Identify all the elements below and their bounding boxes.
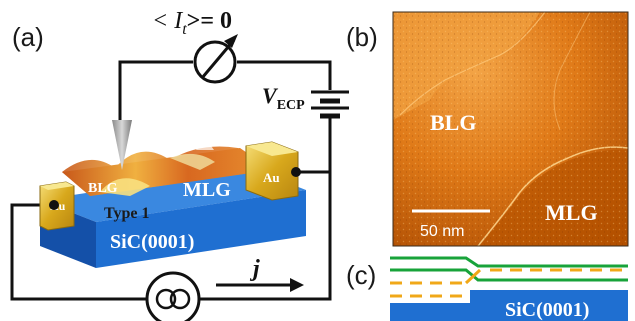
junction-dot <box>49 200 59 210</box>
substrate-step <box>390 290 628 321</box>
region-monolayer-a: MLG <box>183 179 231 201</box>
scale-bar-label: 50 nm <box>420 223 464 240</box>
current-direction-arrow <box>216 278 304 292</box>
wire-left-loop <box>10 203 146 301</box>
region-bilayer-a: BLG <box>88 181 118 196</box>
battery-icon <box>311 90 349 119</box>
stm-tip <box>112 120 132 170</box>
current-label: < It>= 0 <box>152 8 232 38</box>
contact-right-label: Au <box>263 170 280 185</box>
wire-tip-to-ammeter <box>118 60 193 120</box>
current-density-label: j <box>249 256 260 282</box>
substrate-label-a: SiC(0001) <box>110 231 194 253</box>
contact-right <box>245 141 299 201</box>
panel-a: (a) < It>= 0 VECP <box>10 8 349 321</box>
graphene-layer-top <box>390 256 628 268</box>
region-monolayer-b: MLG <box>545 200 598 225</box>
wire-battery-to-contact <box>296 116 332 174</box>
region-bilayer-b: BLG <box>430 110 476 135</box>
graphene-layer-bottom <box>390 268 628 282</box>
substrate-label-c: SiC(0001) <box>505 299 589 321</box>
panel-a-label: (a) <box>12 22 44 52</box>
panel-b-label: (b) <box>346 22 378 52</box>
buffer-layer-step <box>464 268 482 285</box>
stm-surface-3d <box>62 142 272 196</box>
arrowhead-icon <box>224 34 238 48</box>
panel-b: (b) BLG MLG 50 nm <box>346 11 629 247</box>
ammeter <box>193 34 238 84</box>
stm-image <box>392 11 629 247</box>
panel-c-label: (c) <box>346 260 376 290</box>
wire-right-loop <box>200 172 332 301</box>
substrate-block <box>40 168 306 268</box>
junction-dot <box>291 167 301 177</box>
region-type-label: Type 1 <box>104 205 149 222</box>
current-source-icon <box>145 271 201 321</box>
voltage-label: VECP <box>262 83 305 113</box>
panel-c: (c) SiC(0001) <box>346 256 628 321</box>
wire-ammeter-to-battery <box>237 60 332 90</box>
